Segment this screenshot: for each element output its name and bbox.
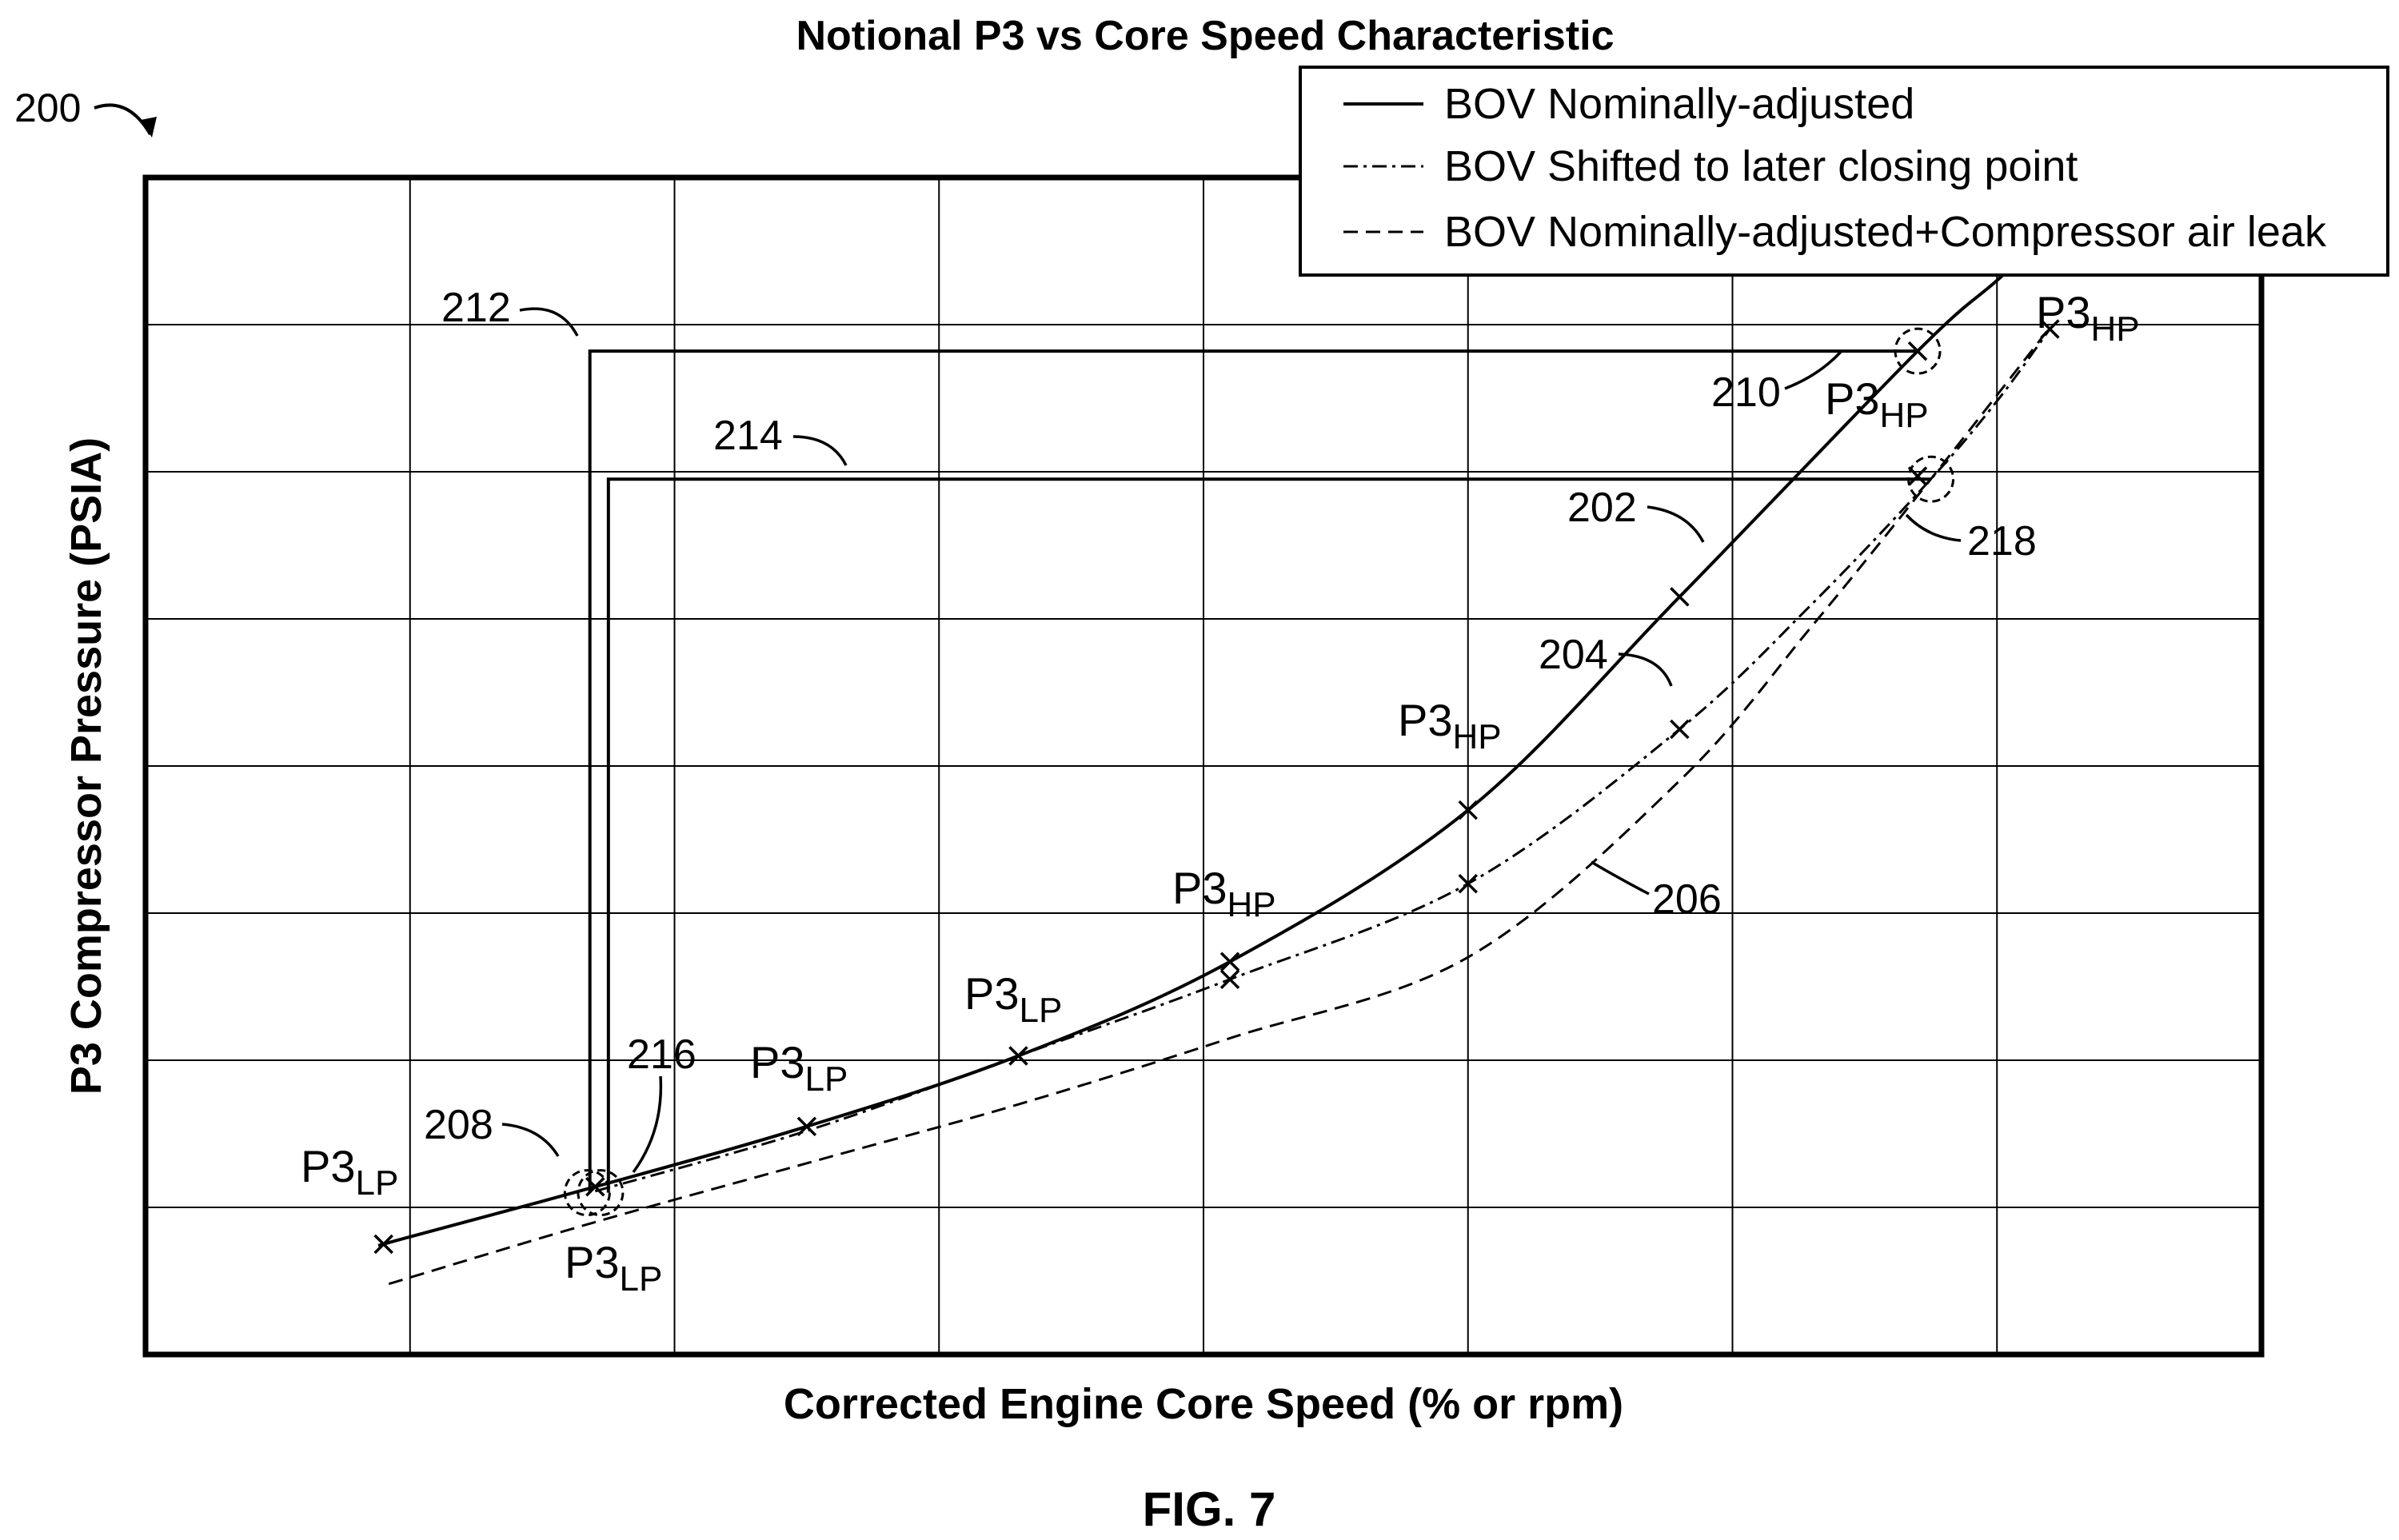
series-line-204 bbox=[594, 328, 2051, 1193]
callout-label-214: 214 bbox=[713, 413, 783, 459]
figure-caption: FIG. 7 bbox=[1143, 1482, 1276, 1536]
operating-point-label: P3LP bbox=[301, 1141, 398, 1203]
operating-point-labels: P3LP P3LP P3LP P3LP P3HP P3HP P3HP P3HP bbox=[301, 287, 2140, 1299]
point-marker bbox=[1907, 466, 1928, 486]
callout-arrow-202 bbox=[1647, 505, 1705, 543]
point-marker bbox=[1219, 969, 1240, 990]
callout-arrow-204 bbox=[1618, 652, 1673, 687]
plot-frame bbox=[142, 174, 2265, 1358]
series-line-206 bbox=[388, 326, 2051, 1286]
callout-arrow-208 bbox=[501, 1123, 560, 1157]
callout-arrow-210 bbox=[1784, 350, 1842, 390]
callout-arrow-206 bbox=[1591, 860, 1650, 896]
operating-point-label: P3LP bbox=[750, 1037, 848, 1099]
point-marker bbox=[1458, 800, 1478, 820]
callout-label-206: 206 bbox=[1652, 876, 1722, 923]
callout-arrow-214 bbox=[792, 435, 848, 466]
callout-arrow-218 bbox=[1905, 513, 1962, 542]
chart-title: Notional P3 vs Core Speed Characteristic bbox=[796, 13, 1614, 59]
callout-label-216: 216 bbox=[627, 1031, 697, 1078]
point-marker bbox=[1458, 873, 1478, 894]
callout-label-210: 210 bbox=[1711, 369, 1781, 416]
operating-point-label: P3LP bbox=[964, 968, 1062, 1030]
circled-point-218 bbox=[1907, 455, 1955, 503]
legend-entry-1: BOV Nominally-adjusted bbox=[1444, 80, 1914, 128]
circled-point-208 bbox=[563, 1169, 611, 1217]
point-marker bbox=[1008, 1046, 1028, 1066]
legend-entry-2: BOV Shifted to later closing point bbox=[1444, 142, 2078, 190]
operating-point-label: P3HP bbox=[1825, 373, 1929, 435]
grid-lines bbox=[146, 178, 2261, 1354]
figure-ref-label: 200 bbox=[14, 86, 81, 130]
operating-point-label: P3HP bbox=[1172, 863, 1276, 924]
reference-line-212 bbox=[588, 349, 1918, 1193]
x-axis-label: Corrected Engine Core Speed (% or rpm) bbox=[784, 1380, 1623, 1428]
point-marker bbox=[2040, 319, 2060, 339]
circled-point-210 bbox=[1894, 327, 1942, 375]
markers-group bbox=[373, 211, 2074, 1255]
callout-label-218: 218 bbox=[1967, 518, 2037, 565]
operating-point-label: P3HP bbox=[1398, 695, 1502, 756]
series-group bbox=[377, 220, 2065, 1286]
point-marker bbox=[796, 1116, 817, 1137]
reference-lines bbox=[588, 349, 1931, 1193]
callout-arrow-216 bbox=[632, 1075, 663, 1174]
point-marker bbox=[1219, 952, 1240, 971]
callout-arrow-212 bbox=[519, 307, 579, 337]
legend-entry-3: BOV Nominally-adjusted+Compressor air le… bbox=[1444, 208, 2327, 256]
callout-label-208: 208 bbox=[424, 1102, 493, 1148]
point-marker bbox=[1670, 719, 1690, 740]
y-axis-label: P3 Compressor Pressure (PSIA) bbox=[62, 437, 110, 1095]
operating-point-label: P3LP bbox=[565, 1237, 662, 1299]
callout-label-212: 212 bbox=[441, 285, 511, 331]
legend: BOV Nominally-adjusted BOV Shifted to la… bbox=[1299, 66, 2389, 277]
point-marker bbox=[373, 1234, 393, 1255]
figure-ref-arrowhead bbox=[141, 117, 157, 138]
point-marker bbox=[1670, 587, 1690, 607]
circled-points-group bbox=[563, 327, 1955, 1217]
reference-line-214 bbox=[606, 477, 1931, 1193]
point-marker bbox=[585, 1177, 605, 1197]
circled-point-216 bbox=[577, 1169, 625, 1217]
point-marker bbox=[1907, 341, 1928, 361]
legend-box bbox=[1299, 66, 2389, 277]
callout-label-202: 202 bbox=[1567, 485, 1637, 531]
operating-point-label: P3HP bbox=[2036, 287, 2140, 349]
callout-label-204: 204 bbox=[1539, 632, 1608, 678]
callout-labels: 212 214 202 204 206 208 216 210 218 bbox=[424, 285, 2037, 1174]
